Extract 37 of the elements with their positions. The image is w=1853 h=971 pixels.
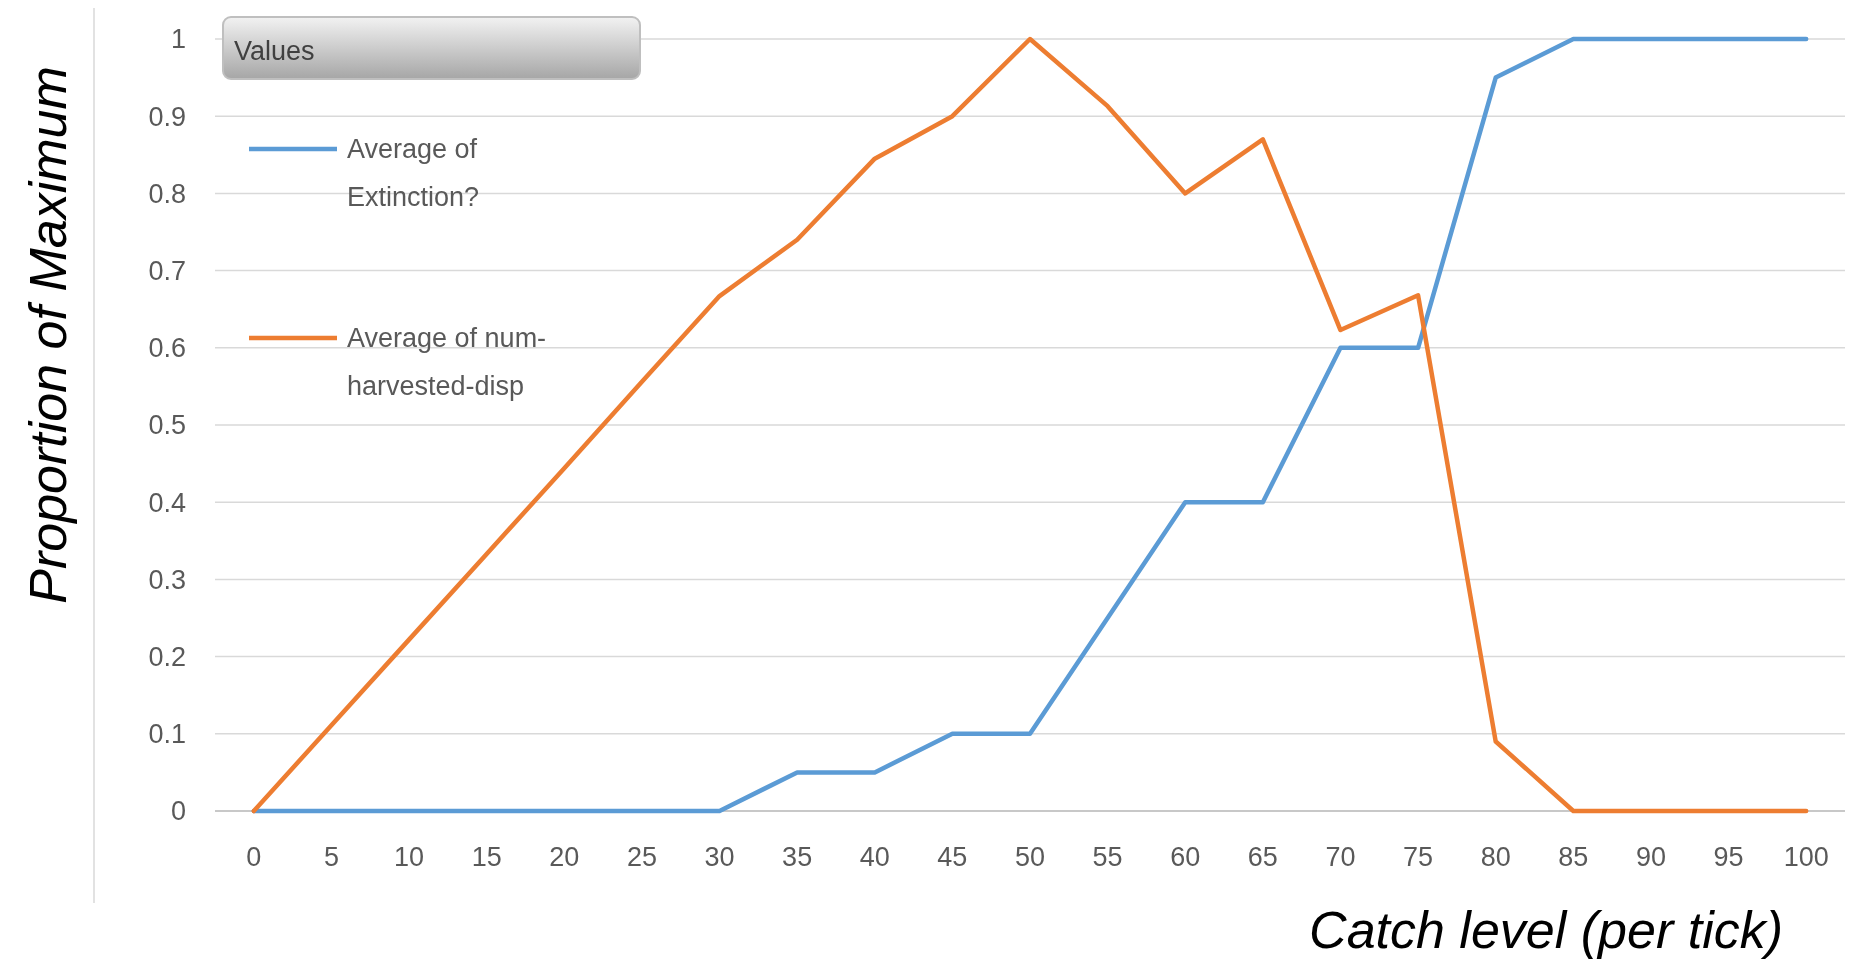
x-tick-label: 35 [782,842,813,872]
legend-label: Average of Extinction? [347,134,480,213]
x-tick-label: 30 [704,842,735,872]
y-tick-label: 0 [170,796,186,827]
x-tick-label: 60 [1170,842,1201,872]
x-tick-label: 50 [1014,842,1046,872]
y-tick-label: 0.7 [148,256,186,287]
x-tick-label: 25 [626,842,657,872]
y-tick-label: 0.8 [148,178,186,209]
x-tick-label: 70 [1325,842,1356,872]
x-tick-label: 80 [1480,842,1511,872]
y-tick-label: 0.5 [148,410,186,441]
y-tick-label: 0.2 [148,642,186,673]
y-tick-label: 1 [170,24,186,55]
y-tick-label: 0.3 [148,564,186,595]
x-tick-label: 15 [471,842,502,872]
x-tick-label: 55 [1092,842,1123,872]
x-tick-label: 75 [1403,842,1434,872]
x-tick-label: 10 [394,842,425,872]
y-axis-title: Proportion of Maximum [19,66,77,604]
x-tick-label: 40 [859,842,890,872]
x-tick-label: 45 [937,842,968,872]
y-tick-label: 0.4 [148,487,186,518]
x-tick-label: 85 [1558,842,1589,872]
legend-title: Values [234,36,315,66]
x-tick-label: 0 [246,842,262,872]
x-tick-label: 5 [323,842,339,872]
x-tick-label: 20 [549,842,580,872]
x-axis-title: Catch level (per tick) [1309,901,1783,959]
y-tick-label: 0.6 [148,333,186,364]
y-tick-label: 0.9 [148,101,186,132]
x-tick-label: 90 [1635,842,1666,872]
y-tick-label: 0.1 [148,719,186,750]
legend-label: Average of num-harvested-disp [347,323,547,402]
x-tick-label: 65 [1247,842,1278,872]
x-tick-label: 100 [1783,842,1829,872]
x-tick-label: 95 [1713,842,1744,872]
